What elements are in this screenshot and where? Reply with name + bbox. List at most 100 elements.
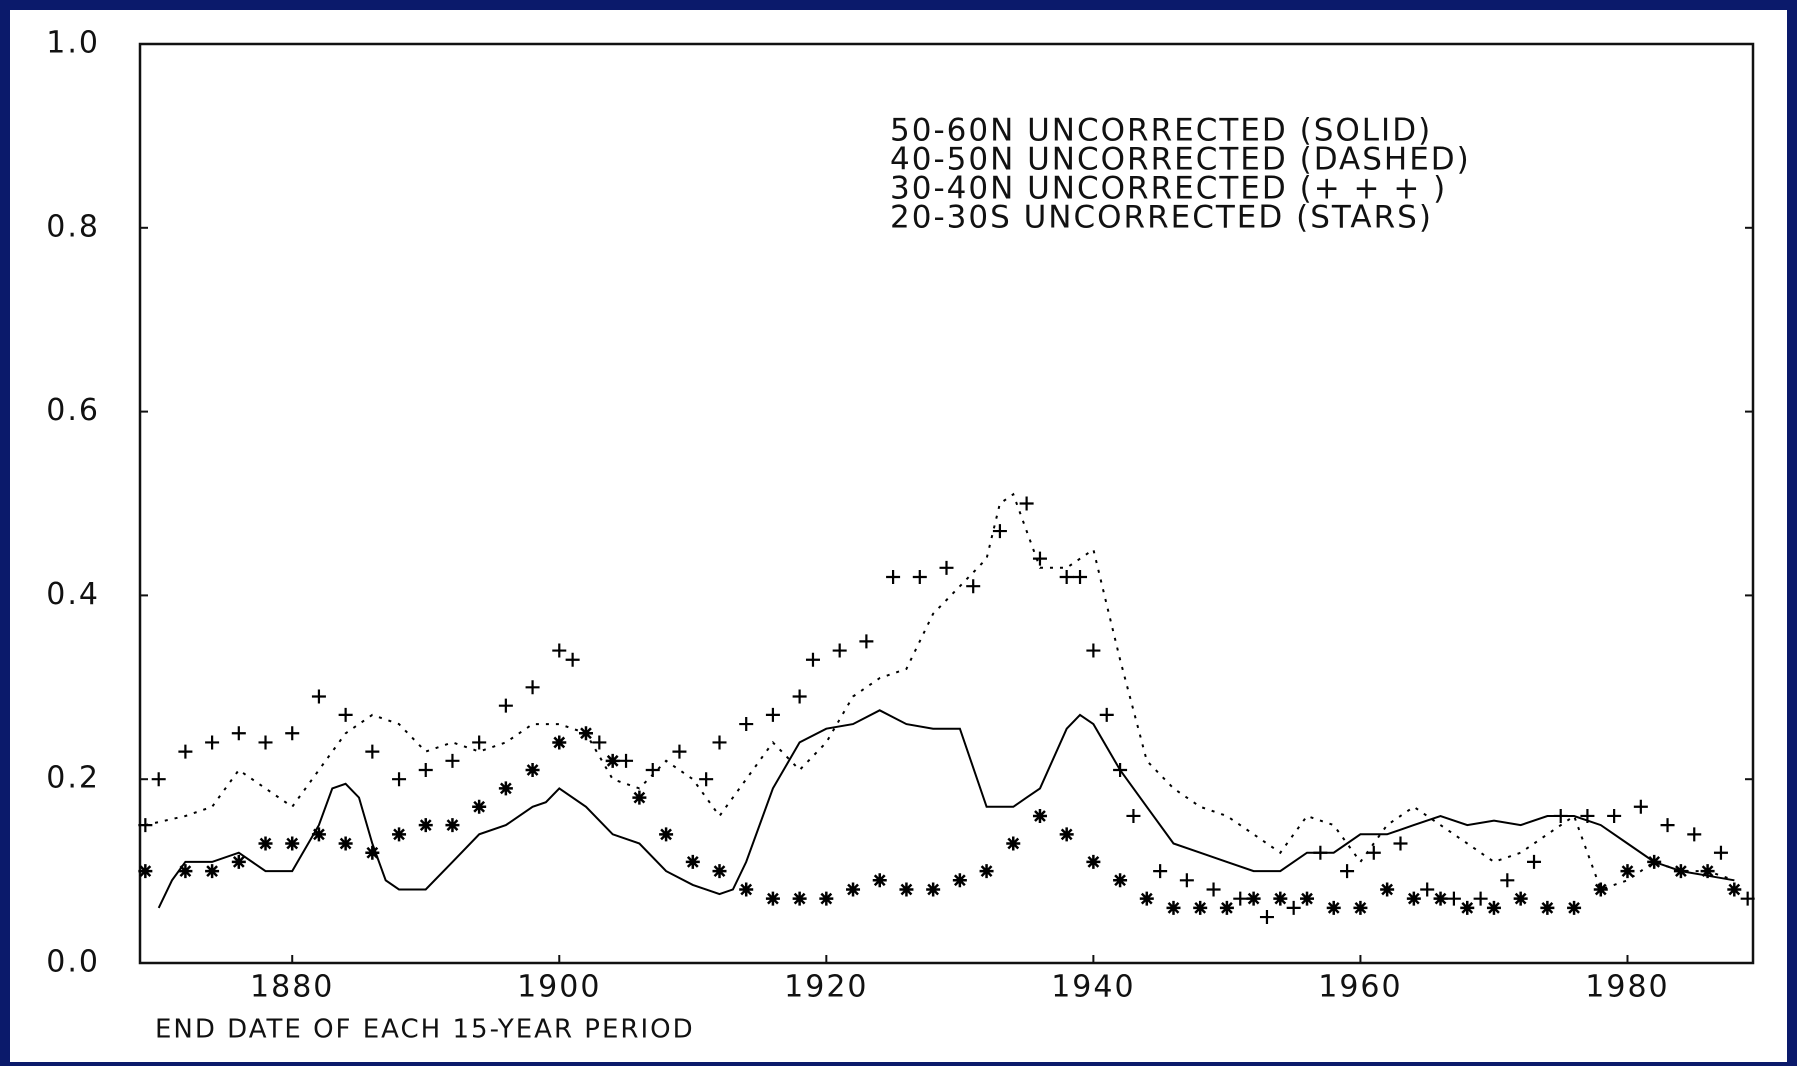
chart-background — [10, 10, 1787, 1062]
plus-marker — [1366, 845, 1381, 860]
y-tick-label: 0.4 — [46, 577, 100, 612]
plus-marker — [525, 680, 540, 695]
plus-marker — [792, 689, 807, 704]
plus-marker — [712, 735, 727, 750]
plus-marker — [1553, 808, 1568, 823]
plus-marker — [912, 570, 927, 585]
star-marker — [792, 891, 807, 906]
plus-marker — [365, 744, 380, 759]
star-marker — [1513, 891, 1528, 906]
star-marker — [979, 864, 994, 879]
star-marker — [605, 753, 620, 768]
plus-marker — [859, 634, 874, 649]
plus-marker — [1340, 864, 1355, 879]
plus-marker — [1073, 570, 1088, 585]
star-marker — [1166, 900, 1181, 915]
star-marker — [418, 818, 433, 833]
star-marker — [525, 763, 540, 778]
plus-marker — [1059, 570, 1074, 585]
plus-marker — [1713, 845, 1728, 860]
y-tick-label: 0.2 — [46, 761, 100, 796]
star-marker — [178, 864, 193, 879]
plus-marker — [498, 698, 513, 713]
star-marker — [285, 836, 300, 851]
x-axis-label: END DATE OF EACH 15-YEAR PERIOD — [155, 1015, 695, 1045]
plus-marker — [392, 772, 407, 787]
star-marker — [578, 726, 593, 741]
star-marker — [231, 854, 246, 869]
y-tick-label: 0.6 — [46, 393, 100, 428]
plus-marker — [939, 560, 954, 575]
star-marker — [765, 891, 780, 906]
star-marker — [1326, 900, 1341, 915]
x-tick-label: 1940 — [1051, 970, 1135, 1005]
x-tick-label: 1980 — [1585, 970, 1669, 1005]
star-marker — [1593, 882, 1608, 897]
star-marker — [205, 864, 220, 879]
star-marker — [1540, 900, 1555, 915]
plus-marker — [1580, 808, 1595, 823]
star-marker — [1620, 864, 1635, 879]
plus-marker — [552, 643, 567, 658]
star-marker — [819, 891, 834, 906]
star-marker — [1300, 891, 1315, 906]
plus-marker — [1420, 882, 1435, 897]
plus-marker — [565, 652, 580, 667]
star-marker — [498, 781, 513, 796]
star-marker — [392, 827, 407, 842]
star-marker — [1193, 900, 1208, 915]
star-marker — [1673, 864, 1688, 879]
plus-marker — [1206, 882, 1221, 897]
x-tick-label: 1960 — [1318, 970, 1402, 1005]
plus-marker — [472, 735, 487, 750]
star-marker — [1647, 854, 1662, 869]
star-marker — [338, 836, 353, 851]
plus-marker — [1179, 873, 1194, 888]
plus-marker — [1099, 707, 1114, 722]
star-marker — [739, 882, 754, 897]
x-tick-label: 1900 — [517, 970, 601, 1005]
star-marker — [1113, 873, 1128, 888]
star-marker — [1059, 827, 1074, 842]
plus-marker — [699, 772, 714, 787]
legend-entry: 40-50N UNCORRECTED (DASHED) — [890, 142, 1471, 178]
plus-marker — [672, 744, 687, 759]
plus-marker — [1032, 551, 1047, 566]
star-marker — [952, 873, 967, 888]
star-marker — [472, 799, 487, 814]
plus-marker — [1126, 808, 1141, 823]
star-marker — [1727, 882, 1742, 897]
star-marker — [1219, 900, 1234, 915]
plus-marker — [418, 763, 433, 778]
plus-marker — [151, 772, 166, 787]
plus-marker — [338, 707, 353, 722]
star-marker — [1246, 891, 1261, 906]
star-marker — [311, 827, 326, 842]
plus-marker — [1527, 854, 1542, 869]
plus-marker — [765, 707, 780, 722]
star-marker — [926, 882, 941, 897]
plus-marker — [592, 735, 607, 750]
plus-marker — [178, 744, 193, 759]
star-marker — [1273, 891, 1288, 906]
star-marker — [1139, 891, 1154, 906]
star-marker — [1032, 808, 1047, 823]
plus-marker — [1233, 891, 1248, 906]
plus-marker — [138, 818, 153, 833]
plus-marker — [311, 689, 326, 704]
star-marker — [1406, 891, 1421, 906]
plus-marker — [1086, 643, 1101, 658]
plus-marker — [231, 726, 246, 741]
plot-frame — [138, 42, 1755, 965]
star-marker — [712, 864, 727, 879]
x-tick-label: 1920 — [784, 970, 868, 1005]
star-marker — [1353, 900, 1368, 915]
plus-marker — [1500, 873, 1515, 888]
star-marker — [1700, 864, 1715, 879]
plus-marker — [832, 643, 847, 658]
plus-marker — [992, 524, 1007, 539]
legend-entry: 30-40N UNCORRECTED (+ + + ) — [890, 171, 1447, 207]
legend-entry: 50-60N UNCORRECTED (SOLID) — [890, 113, 1432, 149]
plus-marker — [739, 717, 754, 732]
plus-marker — [1446, 891, 1461, 906]
